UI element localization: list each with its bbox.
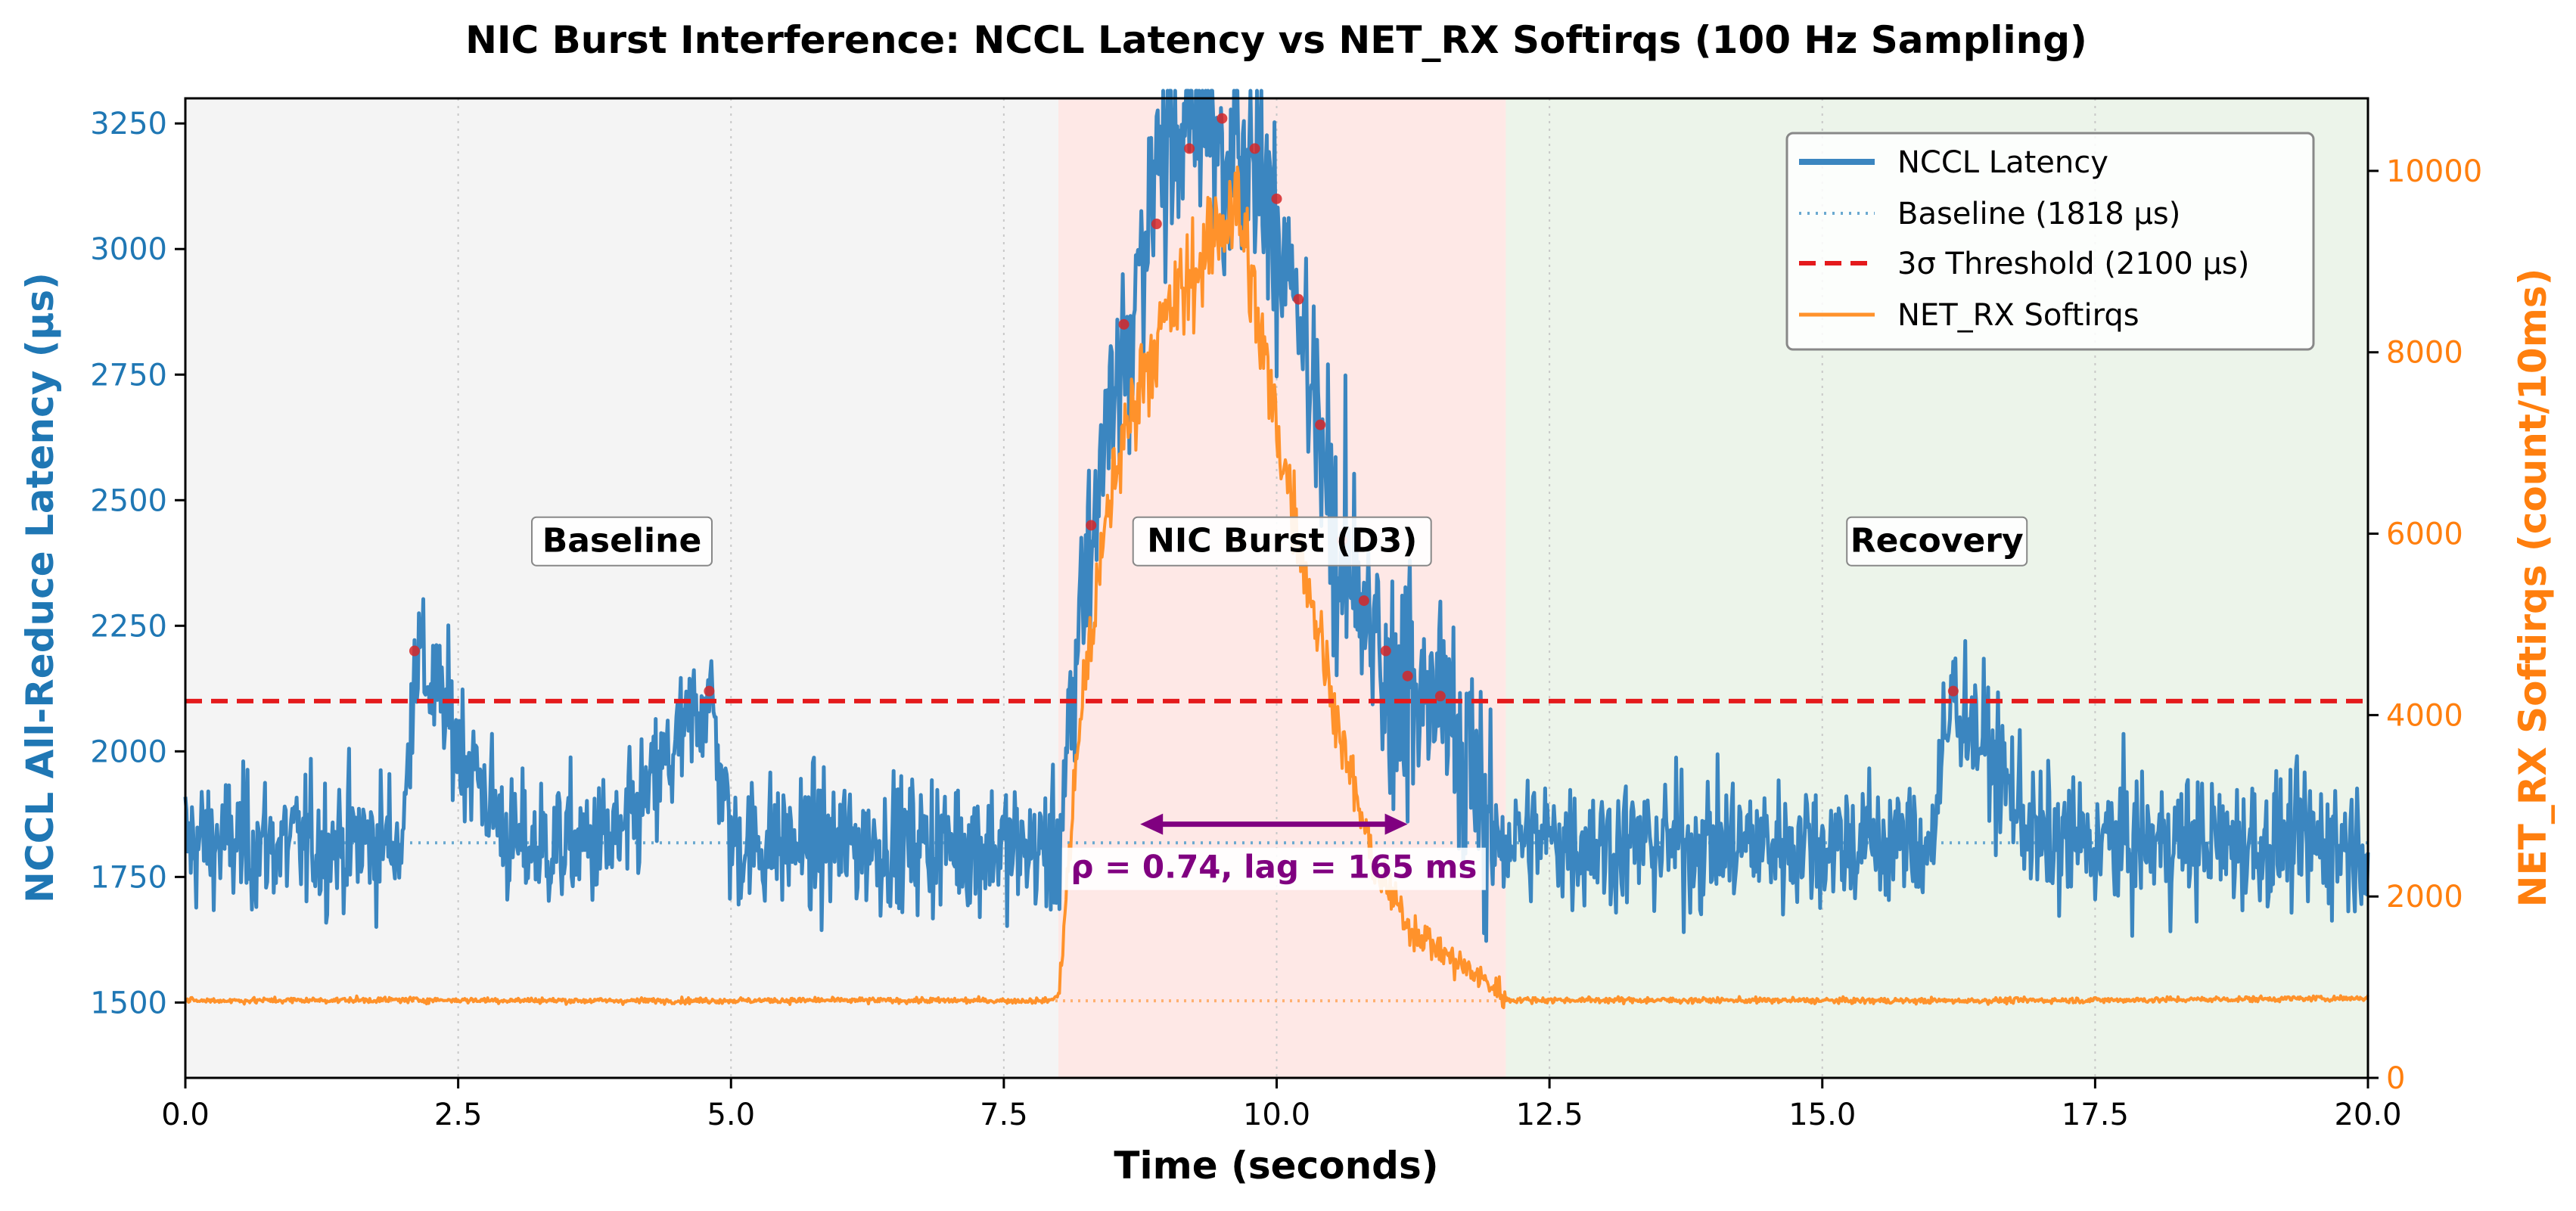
spike-marker-8 <box>1249 143 1260 154</box>
legend-label-baseline: Baseline (1818 μs) <box>1897 197 2180 231</box>
x-tick-label-0: 0.0 <box>161 1098 210 1132</box>
y-right-tick-label-5: 10000 <box>2386 154 2482 189</box>
legend-label-nccl: NCCL Latency <box>1897 145 2108 180</box>
spike-marker-16 <box>1434 691 1446 702</box>
region-0 <box>185 98 1058 1078</box>
y-left-tick-label-3: 2250 <box>90 609 167 644</box>
y-right-tick-label-4: 8000 <box>2386 336 2463 371</box>
series-layer <box>183 88 2370 1010</box>
region-label-box-2 <box>1846 516 2028 567</box>
x-tick-label-8: 20.0 <box>2334 1098 2401 1132</box>
correlation-annotation: ρ = 0.74, lag = 165 ms <box>1070 849 1477 886</box>
spike-marker-1 <box>704 685 715 697</box>
spike-marker-9 <box>1271 193 1282 204</box>
spike-marker-7 <box>1217 113 1228 124</box>
spike-marker-6 <box>1184 143 1195 154</box>
spike-marker-11 <box>1315 419 1326 430</box>
y-right-tick-label-1: 2000 <box>2386 880 2463 914</box>
x-tick-label-1: 2.5 <box>434 1098 483 1132</box>
region-label-box-0 <box>531 516 713 567</box>
x-tick-label-5: 12.5 <box>1516 1098 1583 1132</box>
annotation-arrowhead-right <box>1384 813 1408 835</box>
y-axis-left-label: NCCL All-Reduce Latency (μs) <box>18 272 62 903</box>
phase-regions <box>185 98 2368 1078</box>
y-left-tick-label-0: 1500 <box>90 986 167 1020</box>
region-label-1: NIC Burst (D3) <box>1147 522 1417 560</box>
legend-box <box>1785 132 2315 351</box>
y-left-tick-label-7: 3250 <box>90 107 167 141</box>
spike-marker-13 <box>1358 595 1369 607</box>
axis-ticks: 0.0 2.5 5.0 7.5 10.0 12.5 15.0 17.5 20.0 1500 1750… <box>90 107 2482 1132</box>
y-left-tick-label-1: 1750 <box>90 860 167 895</box>
y-left-tick-label-4: 2500 <box>90 483 167 518</box>
legend-label-threshold: 3σ Threshold (2100 μs) <box>1897 247 2249 281</box>
y-left-tick-label-2: 2000 <box>90 734 167 769</box>
nccl-latency-line <box>183 88 2370 943</box>
spike-marker-10 <box>1293 293 1304 305</box>
annotation-text-bg <box>1061 847 1486 890</box>
region-label-box-1 <box>1132 516 1432 567</box>
y-axis-right-label: NET_RX Softirqs (count/10ms) <box>2511 269 2555 908</box>
region-label-2: Recovery <box>1850 522 2024 560</box>
spike-marker-15 <box>1402 670 1413 682</box>
y-left-tick-label-5: 2750 <box>90 358 167 393</box>
x-tick-label-4: 10.0 <box>1243 1098 1310 1132</box>
x-tick-label-2: 5.0 <box>707 1098 755 1132</box>
annotation-arrowhead-left <box>1140 813 1164 835</box>
spike-marker-2 <box>1947 685 1959 697</box>
legend-label-softirq: NET_RX Softirqs <box>1897 298 2139 333</box>
spike-marker-0 <box>409 645 420 657</box>
region-labels: Baseline NIC Burst (D3) Recovery <box>531 516 2028 567</box>
x-tick-label-6: 15.0 <box>1788 1098 1856 1132</box>
spike-marker-3 <box>1086 520 1097 531</box>
legend: NCCL Latency Baseline (1818 μs) 3σ Thres… <box>1785 132 2315 351</box>
x-axis-label: Time (seconds) <box>1114 1144 1438 1188</box>
spike-marker-4 <box>1118 318 1130 330</box>
annotation-layer: ρ = 0.74, lag = 165 ms <box>1061 813 1486 890</box>
y-right-tick-label-0: 0 <box>2386 1061 2405 1096</box>
spike-marker-14 <box>1380 645 1391 657</box>
softirq-line <box>185 165 2369 1010</box>
y-left-tick-label-6: 3000 <box>90 232 167 267</box>
x-tick-label-3: 7.5 <box>980 1098 1028 1132</box>
y-right-tick-label-2: 4000 <box>2386 698 2463 733</box>
y-right-tick-label-3: 6000 <box>2386 517 2463 552</box>
spike-marker-5 <box>1151 219 1162 230</box>
region-label-0: Baseline <box>542 522 702 560</box>
x-tick-label-7: 17.5 <box>2062 1098 2129 1132</box>
chart-title: NIC Burst Interference: NCCL Latency vs … <box>465 18 2087 62</box>
